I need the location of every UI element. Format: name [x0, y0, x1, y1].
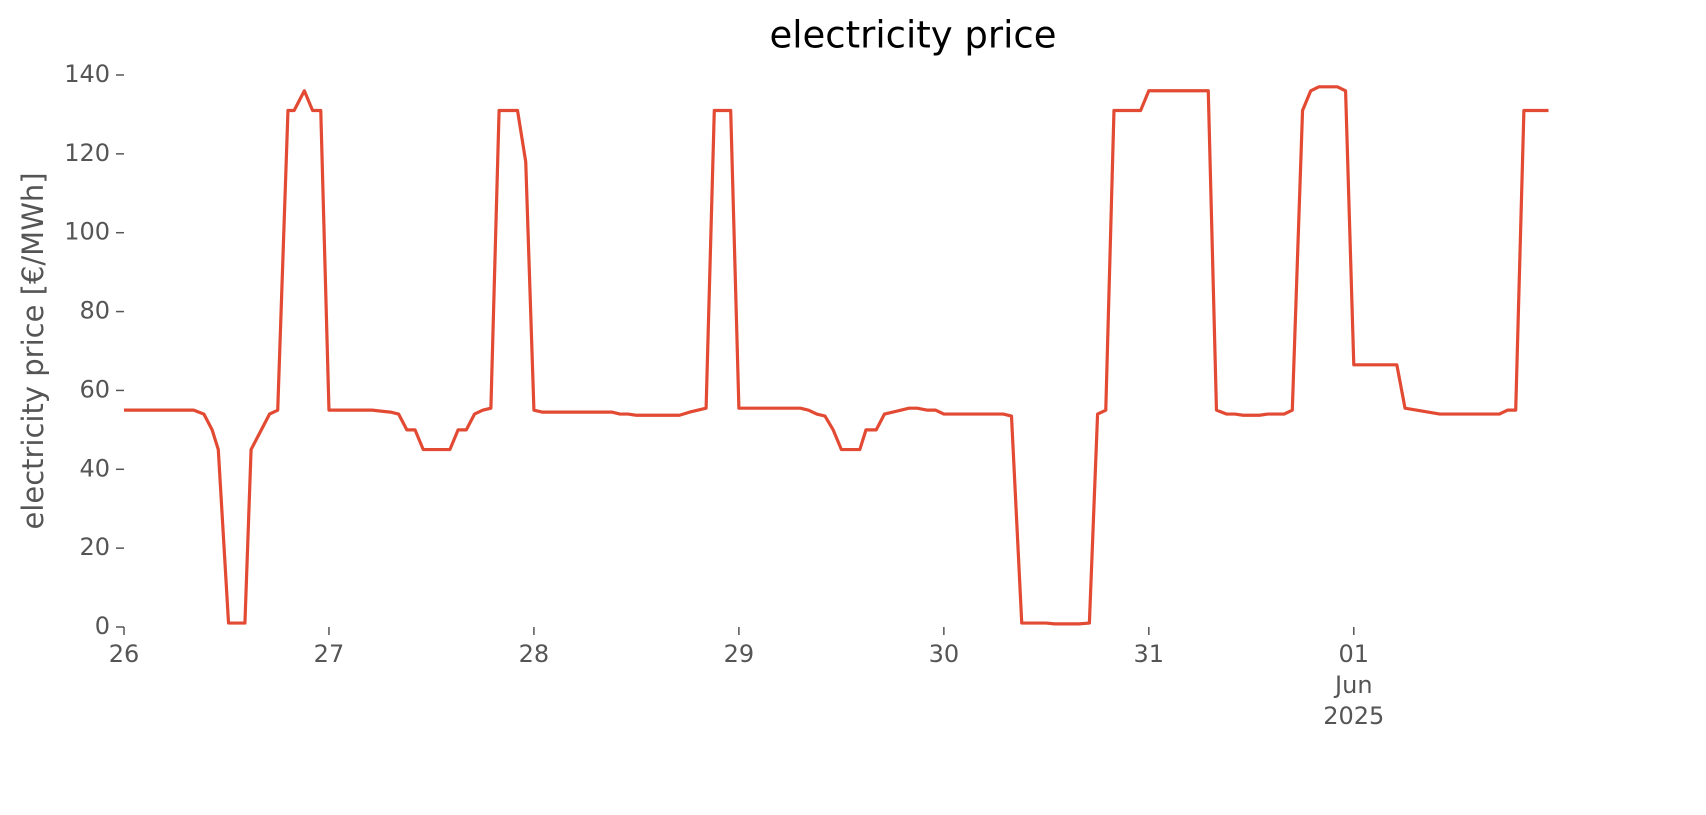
y-tick-label: 60 — [79, 375, 110, 403]
x-tick-label: 27 — [313, 640, 345, 668]
price-line — [124, 85, 1549, 626]
y-tick-label: 100 — [64, 218, 110, 246]
x-tick-label: 30 — [928, 640, 960, 668]
x-tick-label: 26 — [108, 640, 140, 668]
x-tick-label: 31 — [1133, 640, 1165, 668]
x-tick-label: 01 Jun 2025 — [1323, 640, 1385, 730]
y-axis-label: electricity price [€/MWh] — [16, 172, 50, 529]
x-tick-label: 29 — [723, 640, 755, 668]
chart-title: electricity price — [769, 14, 1056, 57]
y-tick-label: 80 — [79, 297, 110, 325]
y-tick-label: 120 — [64, 139, 110, 167]
x-tick-label: 28 — [518, 640, 550, 668]
y-tick-label: 140 — [64, 60, 110, 88]
y-tick-label: 20 — [79, 533, 110, 561]
y-tick-label: 0 — [95, 612, 110, 640]
y-tick-label: 40 — [79, 454, 110, 482]
